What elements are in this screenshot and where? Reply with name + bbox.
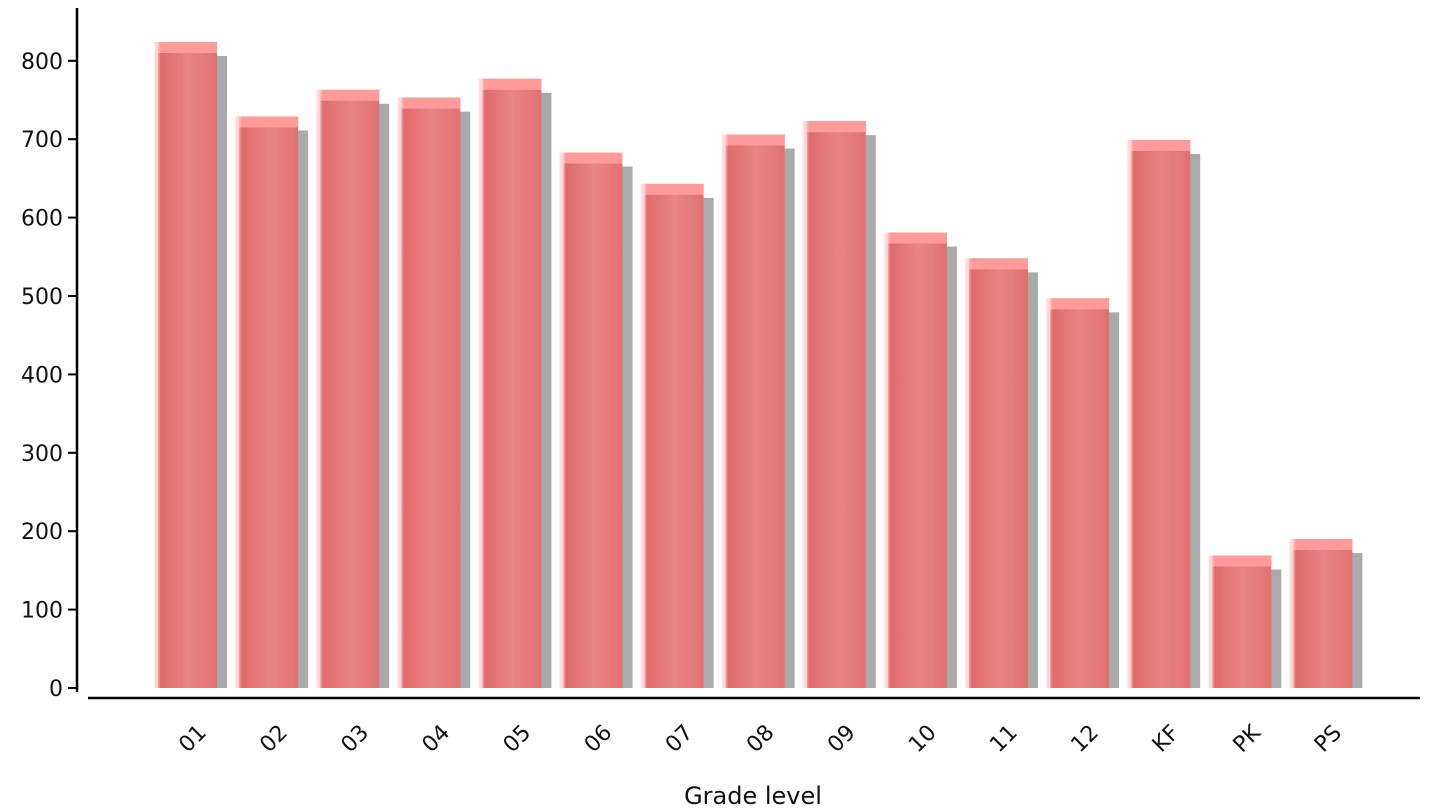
bar-top (801, 121, 866, 133)
y-tick-label: 300 (21, 442, 63, 467)
bar-highlight (398, 97, 402, 688)
bar-top (315, 89, 380, 101)
bar-top (234, 116, 299, 128)
bar-08 (720, 134, 795, 689)
bar-top (1126, 139, 1191, 151)
bar-highlight (722, 134, 726, 689)
bar-top (558, 152, 623, 164)
bar-07 (639, 183, 714, 688)
y-tick-label: 800 (21, 50, 63, 75)
bar-top (1207, 555, 1272, 567)
bars (153, 41, 1363, 689)
bar-highlight (1047, 298, 1051, 688)
bar-body (964, 258, 1028, 688)
bar-body (639, 183, 704, 688)
bar-top (153, 41, 217, 53)
bar-body (1207, 555, 1272, 688)
y-tick-label: 0 (49, 677, 63, 702)
x-tick-label: 07 (661, 720, 698, 757)
bar-KF (1126, 139, 1201, 688)
bar-PS (1288, 539, 1363, 688)
bar-body (153, 41, 217, 688)
x-tick-label: 08 (742, 720, 779, 757)
x-tick-label: 04 (418, 720, 455, 757)
bar-top (1288, 539, 1353, 551)
bar-10 (882, 232, 957, 688)
bar-highlight (155, 41, 158, 688)
bar-body (315, 89, 380, 689)
bar-top (720, 134, 785, 146)
bar-highlight (884, 232, 888, 688)
bar-top (882, 232, 947, 244)
x-tick-label: KF (1148, 721, 1185, 758)
bar-body (1045, 298, 1110, 688)
x-tick-label: 11 (985, 720, 1022, 757)
y-tick-label: 700 (21, 128, 63, 153)
y-tick-label: 100 (21, 599, 63, 624)
bar-highlight (560, 152, 564, 688)
bar-highlight (236, 116, 240, 689)
x-tick-label: 10 (904, 720, 941, 757)
bar-highlight (317, 89, 321, 689)
bar-02 (234, 116, 309, 689)
bar-highlight (1128, 139, 1132, 688)
x-axis-title: Grade level (684, 782, 822, 810)
x-tick-label: PS (1310, 721, 1347, 758)
y-tick-label: 500 (21, 285, 63, 310)
bar-body (882, 232, 947, 688)
bar-body (558, 152, 623, 688)
bar-top (477, 78, 542, 90)
y-tick-label: 600 (21, 207, 63, 232)
bar-body (720, 134, 785, 689)
x-tick-label: PK (1229, 720, 1267, 758)
bar-top (964, 258, 1028, 270)
bar-highlight (1209, 555, 1213, 688)
bar-01 (153, 41, 227, 688)
x-tick-label: 03 (337, 720, 374, 757)
x-tick-label: 06 (580, 720, 617, 757)
bar-body (477, 78, 542, 688)
bar-PK (1207, 555, 1282, 688)
bar-highlight (1290, 539, 1294, 688)
y-tick-label: 400 (21, 363, 63, 388)
bar-highlight (803, 121, 807, 689)
bar-body (801, 121, 866, 689)
bar-12 (1045, 298, 1120, 688)
bar-highlight (966, 258, 969, 688)
bar-body (396, 97, 461, 688)
bar-highlight (479, 78, 483, 688)
bar-09 (801, 121, 876, 689)
y-tick-label: 200 (21, 520, 63, 545)
x-tick-label: 05 (499, 720, 536, 757)
bar-body (1126, 139, 1191, 688)
bar-body (234, 116, 299, 689)
x-tick-label: 01 (174, 720, 211, 757)
x-tick-label: 09 (823, 720, 860, 757)
x-tick-label: 02 (255, 720, 292, 757)
x-tick-label: 12 (1066, 720, 1103, 757)
bar-06 (558, 152, 633, 688)
bar-top (396, 97, 461, 109)
bar-03 (315, 89, 390, 689)
bar-11 (964, 258, 1038, 688)
bar-04 (396, 97, 471, 688)
axes (68, 8, 1420, 700)
bar-top (1045, 298, 1110, 310)
bar-05 (477, 78, 552, 688)
bar-top (639, 183, 704, 195)
bar-highlight (641, 183, 645, 688)
bar-body (1288, 539, 1353, 688)
